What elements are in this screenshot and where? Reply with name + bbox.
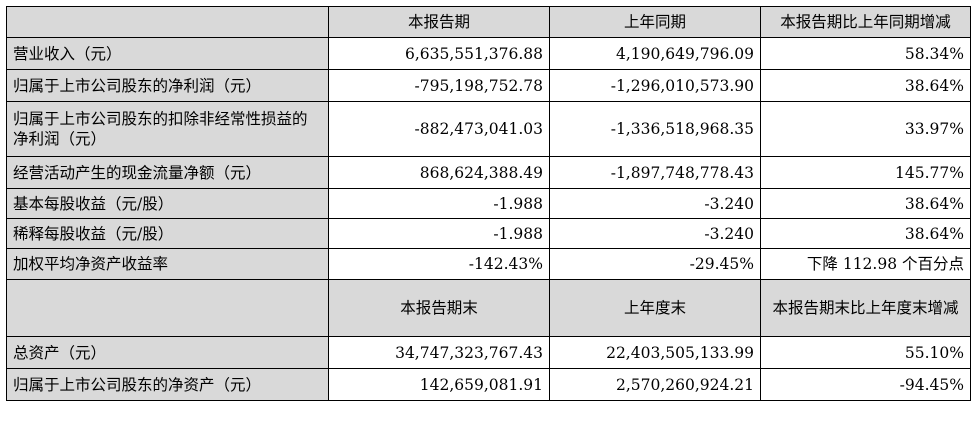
prior-value: -1,296,010,573.90 [549, 69, 761, 102]
change-value: -94.45% [760, 368, 971, 401]
row-label: 基本每股收益（元/股） [6, 188, 329, 219]
current-value: 34,747,323,767.43 [328, 336, 550, 369]
header-prior-period: 上年同期 [549, 6, 761, 38]
table-row: 经营活动产生的现金流量净额（元） 868,624,388.49 -1,897,7… [6, 156, 971, 189]
row-label: 归属于上市公司股东的净利润（元） [6, 69, 329, 102]
row-label: 营业收入（元） [6, 37, 329, 70]
table-row: 总资产（元） 34,747,323,767.43 22,403,505,133.… [6, 336, 971, 369]
current-value: -882,473,041.03 [328, 101, 550, 157]
current-value: -142.43% [328, 248, 550, 280]
prior-value: -1,897,748,778.43 [549, 156, 761, 189]
row-label: 经营活动产生的现金流量净额（元） [6, 156, 329, 189]
row-label: 归属于上市公司股东的扣除非经常性损益的净利润（元） [6, 101, 329, 157]
change-value: 下降 112.98 个百分点 [760, 248, 971, 280]
change-value: 38.64% [760, 69, 971, 102]
prior-value: -3.240 [549, 218, 761, 249]
financial-summary-table: 本报告期 上年同期 本报告期比上年同期增减 营业收入（元） 6,635,551,… [6, 6, 971, 401]
change-value: 145.77% [760, 156, 971, 189]
table-row: 营业收入（元） 6,635,551,376.88 4,190,649,796.0… [6, 37, 971, 70]
prior-value: -29.45% [549, 248, 761, 280]
header-change: 本报告期末比上年度末增减 [760, 279, 971, 337]
current-value: 142,659,081.91 [328, 368, 550, 401]
change-value: 58.34% [760, 37, 971, 70]
row-label: 加权平均净资产收益率 [6, 248, 329, 280]
table-row: 加权平均净资产收益率 -142.43% -29.45% 下降 112.98 个百… [6, 248, 971, 280]
current-value: 6,635,551,376.88 [328, 37, 550, 70]
prior-value: 2,570,260,924.21 [549, 368, 761, 401]
row-label: 稀释每股收益（元/股） [6, 218, 329, 249]
change-value: 33.97% [760, 101, 971, 157]
table-row: 稀释每股收益（元/股） -1.988 -3.240 38.64% [6, 218, 971, 249]
change-value: 38.64% [760, 218, 971, 249]
header-period-end: 本报告期末 [328, 279, 550, 337]
header-prior-year-end: 上年度末 [549, 279, 761, 337]
prior-value: -1,336,518,968.35 [549, 101, 761, 157]
row-label: 归属于上市公司股东的净资产（元） [6, 368, 329, 401]
prior-value: 22,403,505,133.99 [549, 336, 761, 369]
header-change: 本报告期比上年同期增减 [760, 6, 971, 38]
current-value: -1.988 [328, 188, 550, 219]
prior-value: -3.240 [549, 188, 761, 219]
header-label-cell [6, 6, 329, 38]
row-label: 总资产（元） [6, 336, 329, 369]
prior-value: 4,190,649,796.09 [549, 37, 761, 70]
current-value: -1.988 [328, 218, 550, 249]
current-value: 868,624,388.49 [328, 156, 550, 189]
table-row: 基本每股收益（元/股） -1.988 -3.240 38.64% [6, 188, 971, 219]
table-header-row: 本报告期末 上年度末 本报告期末比上年度末增减 [6, 279, 971, 337]
change-value: 38.64% [760, 188, 971, 219]
header-label-cell [6, 279, 329, 337]
header-current-period: 本报告期 [328, 6, 550, 38]
table-row: 归属于上市公司股东的净利润（元） -795,198,752.78 -1,296,… [6, 69, 971, 102]
table-header-row: 本报告期 上年同期 本报告期比上年同期增减 [6, 6, 971, 38]
table-row: 归属于上市公司股东的净资产（元） 142,659,081.91 2,570,26… [6, 368, 971, 401]
change-value: 55.10% [760, 336, 971, 369]
current-value: -795,198,752.78 [328, 69, 550, 102]
table-row: 归属于上市公司股东的扣除非经常性损益的净利润（元） -882,473,041.0… [6, 101, 971, 157]
